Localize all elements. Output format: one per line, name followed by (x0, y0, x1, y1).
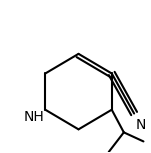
Text: N: N (135, 118, 146, 132)
Text: NH: NH (24, 110, 45, 125)
